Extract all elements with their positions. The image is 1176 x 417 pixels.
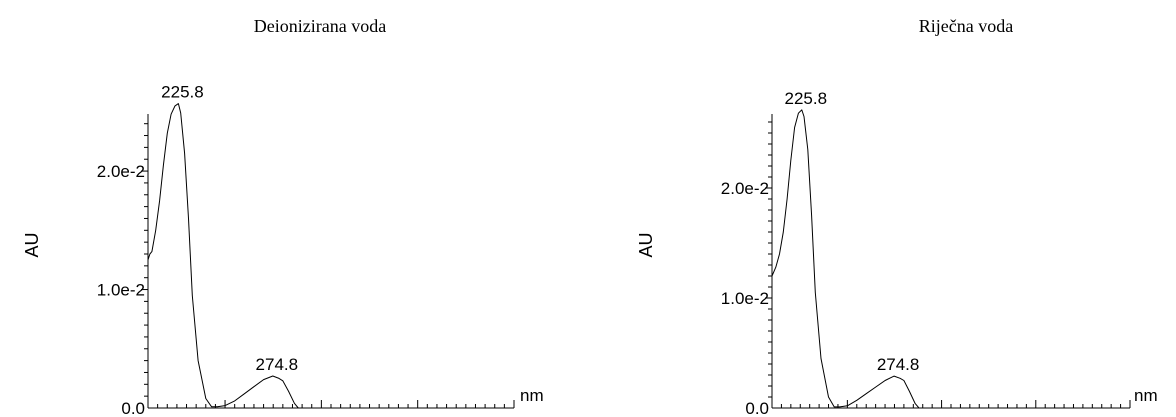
x-tick-label: 400 (1116, 414, 1144, 417)
y-tick-label: 1.0e-2 (97, 281, 145, 300)
x-tick-label: 250 (833, 414, 861, 417)
spectrum-line (147, 103, 299, 409)
x-tick-label: 300 (307, 414, 335, 417)
chart-svg-rijecna: Riječna voda AU 250 300 350 400 nm 0.0 1.0e-2 2.0… (636, 16, 1158, 417)
x-tick-label: 400 (500, 414, 528, 417)
y-tick-label: 0.0 (121, 399, 145, 417)
y-tick-label: 1.0e-2 (721, 289, 769, 308)
y-axis-label: AU (636, 232, 656, 257)
y-axis-label: AU (22, 232, 42, 257)
peak-label: 274.8 (256, 355, 299, 374)
chart-panel-rijecna: Riječna voda AU 250 300 350 400 nm 0.0 1.0e-2 2.0… (622, 0, 1176, 417)
x-unit-label: nm (1134, 386, 1158, 405)
peak-label: 274.8 (877, 355, 920, 374)
chart-panel-deionizirana: Deionizirana voda AU 250 300 350 400 nm 0.0 1.0e… (22, 16, 544, 417)
x-unit-label: nm (520, 386, 544, 405)
x-tick-label: 350 (1022, 414, 1050, 417)
x-tick-label: 300 (927, 414, 955, 417)
chart-svg-deionizirana: Deionizirana voda AU 250 300 350 400 nm 0.0 1.0e… (22, 16, 544, 417)
spectrum-line (771, 109, 920, 409)
chart-title: Riječna voda (919, 16, 1013, 36)
x-tick-label: 350 (403, 414, 431, 417)
x-tick-label: 250 (211, 414, 239, 417)
y-tick-label: 2.0e-2 (721, 179, 769, 198)
peak-label: 225.8 (784, 89, 827, 108)
y-tick-label: 2.0e-2 (97, 162, 145, 181)
chart-title: Deionizirana voda (254, 16, 386, 36)
peak-label: 225.8 (161, 83, 204, 102)
y-tick-label: 0.0 (745, 399, 769, 417)
